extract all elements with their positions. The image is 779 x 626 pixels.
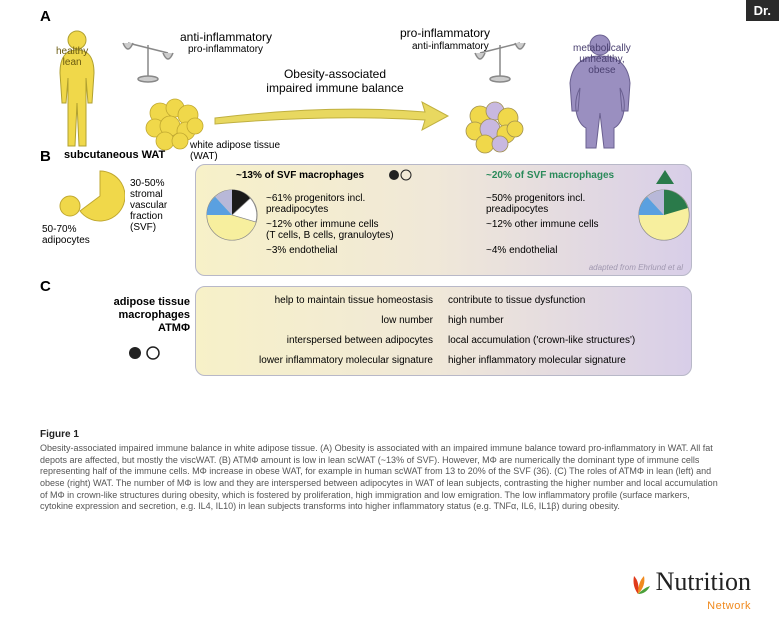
c-left-cell: lower inflammatory molecular signature: [208, 355, 433, 366]
figure-caption: Figure 1 Obesity-associated impaired imm…: [40, 428, 720, 513]
scale-right-top: pro-inflammatory: [400, 26, 490, 40]
panel-b-title: subcutaneous WAT: [64, 149, 165, 161]
c-right-cell: high number: [448, 315, 683, 326]
dr-badge: Dr.: [746, 0, 779, 21]
panel-b-letter: B: [40, 148, 51, 165]
c-right-cell: local accumulation ('crown-like structur…: [448, 335, 683, 346]
c-left-cell: interspersed between adipocytes: [208, 335, 433, 346]
b-right-row: ~4% endothelial: [486, 245, 636, 256]
panel-c-box: help to maintain tissue homeostasis low n…: [195, 286, 692, 376]
scale-left-bottom: pro-inflammatory: [188, 44, 263, 55]
b-left-header: ~13% of SVF macrophages: [236, 170, 364, 181]
scale-right-bottom: anti-inflammatory: [412, 41, 489, 52]
arrow-label: Obesity-associatedimpaired immune balanc…: [250, 68, 420, 96]
b-credit: adapted from Ehrlund et al: [589, 264, 683, 273]
c-left-cell: low number: [208, 315, 433, 326]
macrophage-icon-left: [386, 168, 414, 182]
scale-left-top: anti-inflammatory: [180, 30, 272, 44]
b-left-row: ~61% progenitors incl.preadipocytes: [266, 193, 426, 215]
triangle-marker-icon: [654, 168, 676, 186]
logo-sub: Network: [624, 600, 751, 612]
c-right-cell: contribute to tissue dysfunction: [448, 295, 683, 306]
adipocyte-pct-label: 50-70%adipocytes: [42, 224, 102, 246]
panel-b-box: ~13% of SVF macrophages ~20% of SVF macr…: [195, 164, 692, 276]
b-right-header: ~20% of SVF macrophages: [486, 170, 614, 181]
leaf-icon: [624, 572, 652, 600]
nutrition-network-logo: Nutrition Network: [624, 567, 751, 612]
figure-slide: A healthylean metabolicallyunhealthy,obe…: [40, 8, 720, 378]
b-right-row: ~50% progenitors incl.preadipocytes: [486, 193, 636, 215]
panel-c: C adipose tissuemacrophagesATMΦ help to …: [40, 286, 720, 378]
b-left-row: ~12% other immune cells(T cells, B cells…: [266, 219, 426, 241]
svf-pie-lean-icon: [204, 187, 260, 243]
scwat-pie-icon: [55, 166, 125, 224]
panel-c-letter: C: [40, 278, 51, 295]
panel-a: A healthylean metabolicallyunhealthy,obe…: [40, 8, 720, 156]
healthy-label: healthylean: [56, 46, 88, 68]
atm-side-label: adipose tissuemacrophagesATMΦ: [80, 296, 190, 336]
scale-left-icon: [118, 33, 178, 83]
panel-a-letter: A: [40, 8, 51, 25]
svf-pie-obese-icon: [636, 187, 692, 243]
panel-b: B subcutaneous WAT 30-50%stromalvascular…: [40, 156, 720, 286]
obese-label: metabolicallyunhealthy,obese: [573, 43, 631, 76]
wat-cluster-obese-icon: [460, 96, 530, 156]
caption-body: Obesity-associated impaired immune balan…: [40, 443, 718, 511]
macrophage-icon-side: [125, 344, 165, 362]
c-left-cell: help to maintain tissue homeostasis: [208, 295, 433, 306]
obesity-arrow-icon: [210, 96, 450, 136]
c-right-cell: higher inflammatory molecular signature: [448, 355, 683, 366]
logo-word: Nutrition: [656, 567, 751, 596]
b-right-row: ~12% other immune cells: [486, 219, 636, 230]
b-left-row: ~3% endothelial: [266, 245, 426, 256]
svf-pct-label: 30-50%stromalvascularfraction(SVF): [130, 178, 190, 233]
caption-title: Figure 1: [40, 428, 720, 441]
